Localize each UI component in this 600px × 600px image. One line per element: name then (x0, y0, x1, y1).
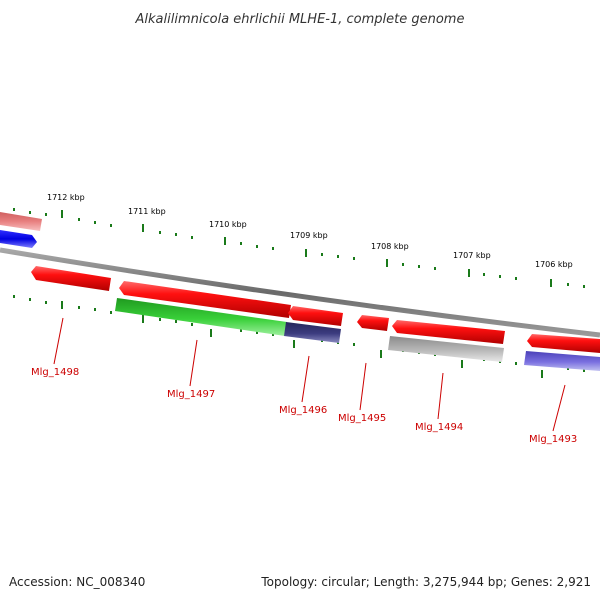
scale-label: 1709 kbp (290, 231, 328, 240)
gene-label-mlg-1496[interactable]: Mlg_1496 (279, 405, 327, 416)
gene-label-mlg-1494[interactable]: Mlg_1494 (415, 422, 463, 433)
map-title: Alkalilimnicola ehrlichii MLHE-1, comple… (135, 12, 465, 27)
gene-arrow-mlg-1497 (119, 281, 291, 318)
gene-arrow-mlg-1494 (392, 320, 505, 344)
feature-bar-green (115, 298, 287, 336)
gene-arrow-mlg-1496 (288, 306, 343, 326)
gene-leader-lines (53, 317, 566, 432)
genome-info-text: Topology: circular; Length: 3,275,944 bp… (261, 575, 591, 589)
partial-gene-blue (0, 230, 37, 248)
gene-label-mlg-1495[interactable]: Mlg_1495 (338, 413, 386, 424)
gene-arrow-mlg-1493 (527, 334, 600, 353)
genome-backbone (0, 247, 600, 338)
feature-bar-gray (388, 336, 504, 362)
scale-label: 1711 kbp (128, 207, 166, 216)
scale-label: 1707 kbp (453, 251, 491, 260)
scale-label: 1710 kbp (209, 220, 247, 229)
scale-label: 1712 kbp (47, 193, 85, 202)
scale-label: 1706 kbp (535, 260, 573, 269)
scale-track-upper: 1712 kbp 1711 kbp 1710 kbp 1709 kbp 1708… (13, 193, 585, 288)
gene-label-mlg-1498[interactable]: Mlg_1498 (31, 367, 79, 378)
gene-label-mlg-1493[interactable]: Mlg_1493 (529, 434, 577, 445)
gene-arrow-mlg-1498 (31, 266, 111, 291)
accession-text: Accession: NC_008340 (9, 575, 146, 589)
gene-label-mlg-1497[interactable]: Mlg_1497 (167, 389, 215, 400)
gene-arrow-mlg-1495 (357, 315, 389, 331)
partial-gene-pink (0, 212, 42, 231)
feature-bar-purple (524, 351, 600, 371)
feature-bar-dark (284, 322, 341, 343)
scale-label: 1708 kbp (371, 242, 409, 251)
